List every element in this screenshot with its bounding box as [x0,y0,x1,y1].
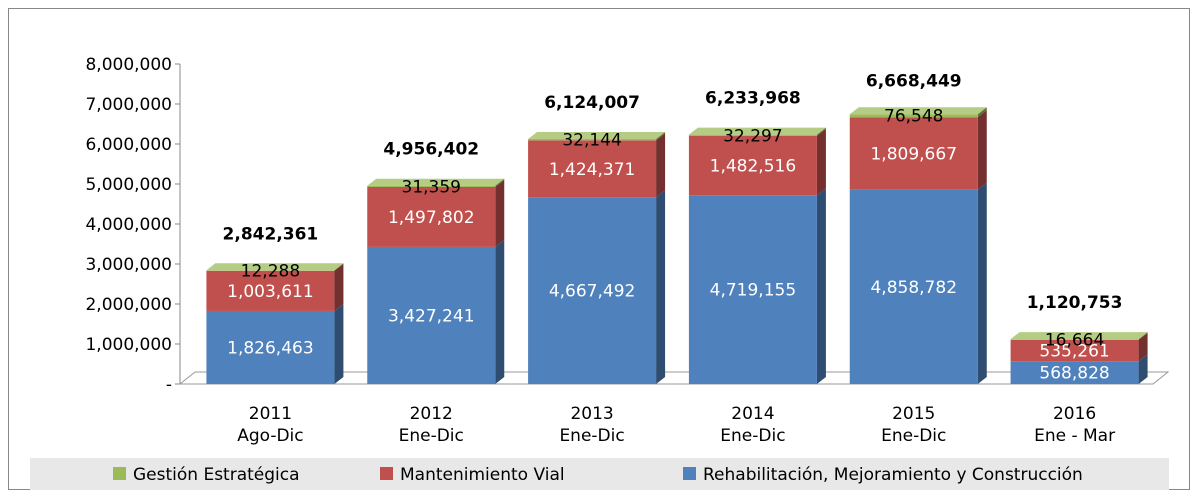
y-tick-label: 4,000,000 [85,215,172,235]
bar-segment [367,185,496,187]
bar-segment [688,135,817,196]
legend-label: Mantenimiento Vial [400,465,565,485]
value-label: 32,144 [562,131,621,151]
bar-top [206,263,344,271]
value-label: 76,548 [884,107,943,127]
value-label: 16,664 [1045,331,1104,351]
value-label: 12,288 [241,262,300,282]
bar-segment [849,114,978,118]
y-tick-label: 8,000,000 [85,55,172,75]
value-label: 1,809,667 [870,144,957,164]
value-label: 1,424,371 [549,160,636,180]
y-tick-label: 6,000,000 [85,135,172,155]
bar-segment [528,197,657,384]
bar-side [334,263,344,271]
value-label: 535,261 [1039,342,1109,362]
value-label: 4,667,492 [549,282,636,302]
bar-side [495,179,505,247]
y-tick-label: - [166,375,172,395]
y-tick-label: 3,000,000 [85,255,172,275]
value-label: 1,482,516 [710,157,797,177]
bar-segment [206,310,335,384]
bar-top [1010,332,1148,340]
bar-segment [1010,339,1139,362]
bar-side [977,107,987,118]
bar-side [656,133,666,198]
x-tick-label: 2014 Ene-Dic [720,404,786,446]
bar-top [528,132,666,140]
total-label: 6,233,968 [705,89,801,109]
value-label: 1,826,463 [227,338,314,358]
y-tick-label: 1,000,000 [85,335,172,355]
bar-segment [367,186,496,247]
total-label: 2,842,361 [223,224,319,244]
legend-swatch [380,467,393,480]
x-tick-label: 2015 Ene-Dic [881,404,947,446]
bar-side [1138,332,1148,340]
bar-segment [849,189,978,384]
bar-top [367,178,505,186]
total-label: 4,956,402 [383,140,479,160]
value-label: 32,297 [723,126,782,146]
total-label: 6,668,449 [866,71,962,91]
bar-segment [688,195,817,384]
legend-swatch [683,467,696,480]
floor [178,371,1170,385]
bar-side [495,178,505,187]
bar-top [849,107,987,115]
value-label: 1,003,611 [227,282,314,302]
value-label: 568,828 [1039,364,1109,384]
legend-swatch [113,467,126,480]
legend-label: Rehabilitación, Mejoramiento y Construcc… [703,465,1083,485]
bar-segment [528,139,657,141]
bar-segment [849,117,978,190]
bar-side [656,190,666,384]
legend-label: Gestión Estratégica [133,465,300,485]
y-tick-label: 5,000,000 [85,175,172,195]
value-label: 31,359 [402,177,461,197]
total-label: 1,120,753 [1027,293,1123,313]
bar-side [977,110,987,190]
bar-side [334,263,344,311]
bar-segment [206,270,335,311]
x-tick-label: 2012 Ene-Dic [398,404,464,446]
x-tick-label: 2013 Ene-Dic [559,404,625,446]
bar-side [656,132,666,141]
bar-side [816,188,826,384]
x-tick-label: 2016 Ene - Mar [1034,404,1116,446]
bar-segment [1010,361,1139,384]
bar-side [816,127,826,136]
bar-side [495,239,505,384]
value-label: 3,427,241 [388,306,475,326]
bar-side [334,303,344,384]
y-tick-label: 7,000,000 [85,95,172,115]
bar-segment [528,140,657,198]
legend-band [30,458,1169,490]
bar-side [977,182,987,384]
bar-side [816,128,826,196]
bar-segment [367,246,496,384]
value-label: 4,719,155 [710,281,797,301]
bar-segment [688,134,817,136]
x-tick-label: 2011 Ago-Dic [237,404,304,446]
value-label: 4,858,782 [870,278,957,298]
value-label: 1,497,802 [388,208,475,228]
bar-side [1138,332,1148,362]
total-label: 6,124,007 [544,93,640,113]
bar-top [688,127,826,135]
bar-segment [1010,339,1139,340]
bar-side [1138,354,1148,384]
y-tick-label: 2,000,000 [85,295,172,315]
